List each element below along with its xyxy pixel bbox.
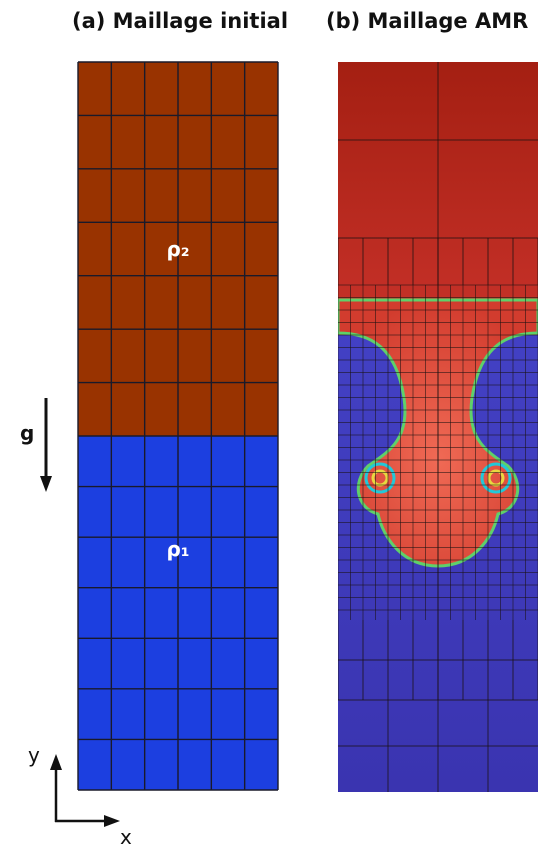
panel-title: (b) Maillage AMR <box>326 9 528 33</box>
y-arrowhead <box>50 754 62 770</box>
amr-mesh <box>338 62 538 792</box>
amr-grid <box>338 62 538 792</box>
initial-mesh <box>77 61 279 791</box>
gravity-label: g <box>20 421 34 445</box>
x-axis-label: x <box>120 825 132 848</box>
gravity-arrowhead <box>40 476 52 492</box>
x-arrowhead <box>104 815 120 827</box>
density-label: ρ₂ <box>166 237 189 261</box>
density-label: ρ₁ <box>166 537 189 561</box>
y-axis-label: y <box>28 743 40 767</box>
panel-title: (a) Maillage initial <box>72 9 288 33</box>
